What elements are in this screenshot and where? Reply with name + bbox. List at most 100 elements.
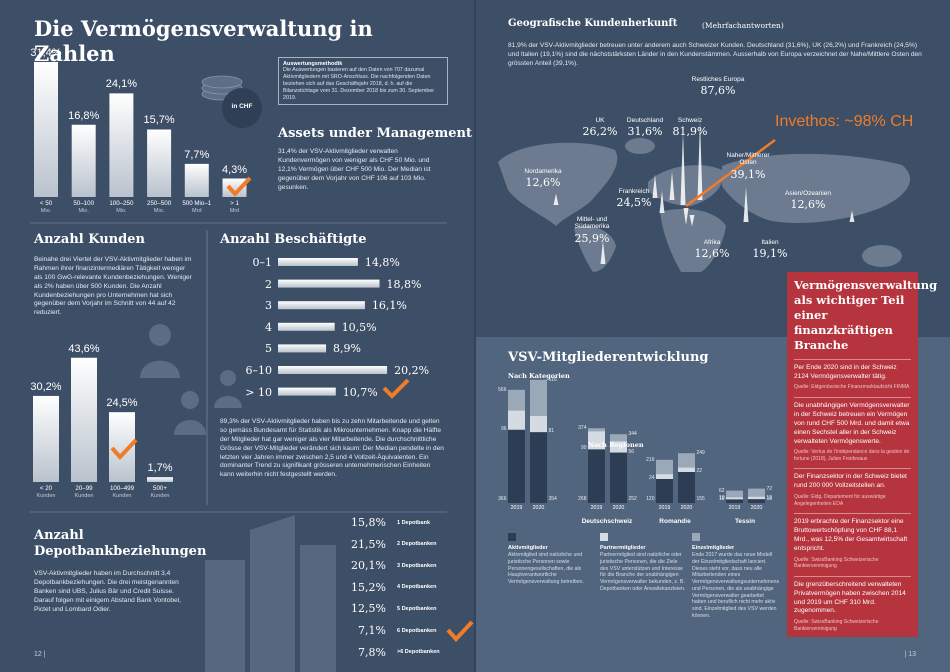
category-label: 500 Mio–1: [182, 200, 212, 207]
bar-segment: [748, 499, 765, 503]
highlights: [110, 138, 776, 642]
bar-segment: [610, 441, 627, 453]
chart-text: VSV-Aktivmitglieder haben im Durchschnit…: [34, 570, 181, 613]
value-label: 4,3%: [221, 163, 248, 176]
panel-label: Tessin: [734, 518, 756, 525]
x-tick-label: 2019: [510, 505, 523, 511]
person-head: [149, 324, 171, 346]
value-label: 39,1%: [730, 168, 766, 181]
checkmark: [382, 378, 410, 399]
highlight-title: Vermögensverwaltung als wichtiger Teil e…: [794, 278, 938, 352]
spike: [659, 190, 665, 213]
bar: [278, 322, 335, 331]
chart-text: 31,4% der VSV-Aktivmitglieder verwalten …: [278, 148, 431, 191]
person-body: [214, 396, 242, 408]
value-label: 12,6%: [790, 198, 826, 211]
spike: [553, 193, 559, 205]
region-label: Nordamerika: [524, 168, 562, 175]
highlight-box: Vermögensverwaltung als wichtiger Teil e…: [787, 272, 938, 637]
value-label: 354: [548, 496, 557, 502]
legend-text: Partnermitglied sind natürliche oder jur…: [600, 552, 686, 592]
value-label: 19,1%: [752, 247, 788, 260]
continent: [862, 245, 902, 267]
bar-segment: [656, 474, 673, 479]
category-label: 100–250: [109, 200, 134, 207]
value-label: 25,9%: [574, 232, 610, 245]
value-label: 366: [498, 496, 507, 502]
value-label: 12,5%: [351, 602, 386, 616]
category-label: 5 Depotbanken: [397, 605, 437, 612]
chart-title: Anzahl Kunden: [34, 232, 145, 247]
legend-swatch: [508, 533, 516, 541]
bar: [278, 258, 358, 266]
category-unit: Mio.: [153, 208, 165, 214]
annotation-arrow: [685, 138, 776, 208]
value-label: 12: [766, 495, 773, 502]
category-unit: Mio.: [78, 208, 89, 214]
value-label: 10,5%: [341, 320, 377, 334]
value-label: 20,2%: [394, 364, 430, 377]
bar: [33, 395, 59, 482]
chart-text: 89,3% der VSV-Aktivmitglieder haben bis …: [220, 418, 444, 479]
highlight-text: Per Ende 2020 sind in der Schweiz 2124 V…: [794, 358, 911, 382]
region-label: Naher/Mittlerer Osten: [726, 152, 770, 167]
category-label: 6 Depotbanken: [397, 627, 437, 634]
category-label: 3 Depotbanken: [397, 562, 437, 569]
spike: [849, 210, 855, 222]
bar-segment: [610, 452, 627, 503]
annotation: Invethos: ~98% CH: [775, 113, 914, 130]
highlight-source: Quelle: SwissBanking Schweizerische Bank…: [794, 556, 879, 570]
value-label: 120: [646, 496, 655, 502]
region-label: Afrika: [703, 239, 721, 246]
panel-heading: Nach Regionen: [588, 441, 644, 449]
spike: [743, 186, 749, 222]
value-label: 15,8%: [351, 516, 386, 529]
spike: [652, 174, 658, 198]
chart-text: Beinahe drei Viertel der VSV-Aktivmitgli…: [34, 256, 192, 317]
value-label: 216: [646, 456, 655, 463]
value-label: 249: [696, 450, 705, 457]
bar-segment: [678, 467, 695, 472]
category-unit: Kunden: [112, 493, 132, 499]
category-label: >6 Depotbanken: [397, 649, 440, 656]
spike: [689, 215, 695, 227]
category-unit: Kunden: [150, 493, 170, 499]
highlight-source: Quelle: SwissBanking Schweizerische Bank…: [794, 619, 879, 632]
badge: [222, 88, 262, 128]
category-label: 0–1: [252, 256, 273, 269]
building: [250, 515, 295, 672]
bar: [71, 124, 96, 197]
category-label: < 50: [39, 200, 53, 207]
spike: [680, 131, 686, 205]
chart-title: Anzahl Beschäftigte: [220, 232, 367, 247]
x-tick-label: 2019: [728, 505, 741, 511]
bar: [278, 366, 388, 374]
category-label: 6–10: [245, 364, 273, 377]
value-label: 8,9%: [333, 342, 361, 356]
bar-segment: [508, 429, 525, 503]
value-label: 81: [548, 428, 555, 435]
panel-label: Deutschschweiz: [581, 518, 633, 525]
bar-segment: [726, 499, 743, 503]
category-unit: Mrd: [229, 208, 240, 214]
continent: [660, 208, 726, 272]
value-label: 90: [580, 445, 587, 452]
region-label: Schweiz: [677, 117, 703, 124]
legend-text: Ende 2017 wurde das neue Modell der Einz…: [692, 552, 780, 619]
value-label: 19: [766, 496, 773, 502]
bar: [34, 61, 58, 198]
person-head: [220, 370, 236, 386]
method-title: Auswertungsmethodik: [283, 61, 343, 67]
x-tick-label: 2019: [590, 505, 603, 511]
bar-segment: [678, 472, 695, 503]
region-label: Deutschland: [626, 117, 664, 124]
continent: [574, 226, 616, 272]
bar-segment: [530, 416, 547, 433]
bar: [222, 178, 247, 197]
value-label: 10: [718, 495, 725, 502]
category-label: 100–499: [109, 485, 135, 492]
page-title: Die Vermögensverwaltung in Zahlen: [34, 16, 373, 67]
value-label: 31,4%: [30, 46, 62, 59]
region-label: UK: [595, 117, 605, 124]
value-label: 21,5%: [351, 537, 386, 551]
